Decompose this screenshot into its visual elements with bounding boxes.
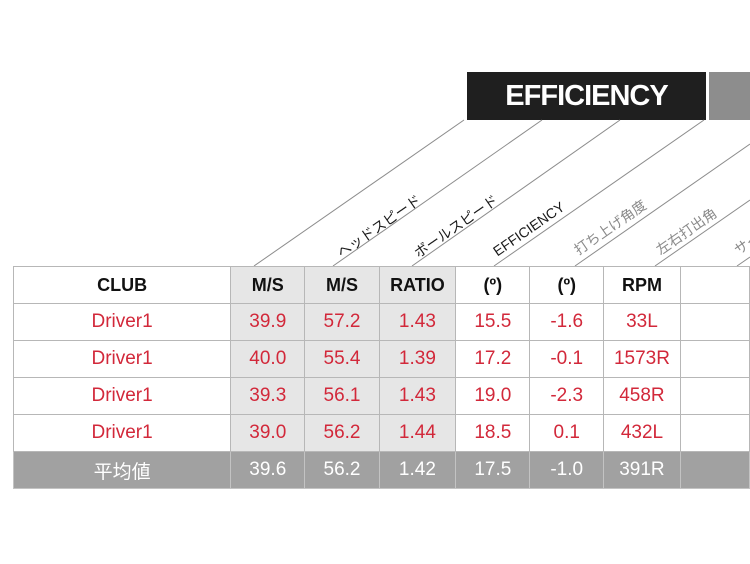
avg-head-speed: 39.6 xyxy=(230,451,306,489)
cell-club: Driver1 xyxy=(12,303,232,341)
cell-head-speed: 39.0 xyxy=(230,414,306,452)
cell-launch-angle: 17.2 xyxy=(455,340,531,378)
cell-side-angle: -1.6 xyxy=(529,303,605,341)
efficiency-table: CLUB M/S M/S RATIO (º) (º) RPM Driver1 3… xyxy=(12,266,750,489)
cell-head-speed: 40.0 xyxy=(230,340,306,378)
cell-efficiency: 1.39 xyxy=(378,340,457,378)
header-efficiency-unit: RATIO xyxy=(378,266,457,304)
cell-ball-speed: 56.2 xyxy=(304,414,380,452)
cell-efficiency: 1.43 xyxy=(378,377,457,415)
cell-extra xyxy=(679,303,750,341)
table-header-row: CLUB M/S M/S RATIO (º) (º) RPM xyxy=(12,266,750,304)
cell-side-angle: -0.1 xyxy=(529,340,605,378)
cell-spin: 33L xyxy=(603,303,681,341)
cell-extra xyxy=(679,377,750,415)
table-row: Driver1 39.0 56.2 1.44 18.5 0.1 432L xyxy=(12,414,750,452)
cell-extra xyxy=(679,340,750,378)
cell-head-speed: 39.9 xyxy=(230,303,306,341)
cell-side-angle: -2.3 xyxy=(529,377,605,415)
cell-side-angle: 0.1 xyxy=(529,414,605,452)
header-side-angle-unit: (º) xyxy=(529,266,605,304)
cell-launch-angle: 15.5 xyxy=(455,303,531,341)
cell-spin: 432L xyxy=(603,414,681,452)
table-row: Driver1 39.9 57.2 1.43 15.5 -1.6 33L xyxy=(12,303,750,341)
avg-extra xyxy=(679,451,750,489)
header-head-speed-unit: M/S xyxy=(230,266,306,304)
cell-head-speed: 39.3 xyxy=(230,377,306,415)
avg-side-angle: -1.0 xyxy=(529,451,605,489)
avg-launch-angle: 17.5 xyxy=(455,451,531,489)
average-row: 平均値 39.6 56.2 1.42 17.5 -1.0 391R xyxy=(12,451,750,489)
header-launch-angle-unit: (º) xyxy=(455,266,531,304)
cell-spin: 458R xyxy=(603,377,681,415)
cell-ball-speed: 55.4 xyxy=(304,340,380,378)
header-spin-unit: RPM xyxy=(603,266,681,304)
next-section-banner xyxy=(709,72,750,120)
header-club: CLUB xyxy=(12,266,232,304)
cell-ball-speed: 56.1 xyxy=(304,377,380,415)
avg-ball-speed: 56.2 xyxy=(304,451,380,489)
table-row: Driver1 40.0 55.4 1.39 17.2 -0.1 1573R xyxy=(12,340,750,378)
cell-club: Driver1 xyxy=(12,340,232,378)
cell-extra xyxy=(679,414,750,452)
average-label: 平均値 xyxy=(12,451,232,489)
cell-spin: 1573R xyxy=(603,340,681,378)
avg-efficiency: 1.42 xyxy=(378,451,457,489)
cell-efficiency: 1.43 xyxy=(378,303,457,341)
cell-ball-speed: 57.2 xyxy=(304,303,380,341)
table-row: Driver1 39.3 56.1 1.43 19.0 -2.3 458R xyxy=(12,377,750,415)
cell-launch-angle: 19.0 xyxy=(455,377,531,415)
cell-club: Driver1 xyxy=(12,377,232,415)
efficiency-banner: EFFICIENCY xyxy=(467,72,706,120)
avg-spin: 391R xyxy=(603,451,681,489)
cell-club: Driver1 xyxy=(12,414,232,452)
cell-efficiency: 1.44 xyxy=(378,414,457,452)
cell-launch-angle: 18.5 xyxy=(455,414,531,452)
header-ball-speed-unit: M/S xyxy=(304,266,380,304)
header-extra xyxy=(679,266,750,304)
